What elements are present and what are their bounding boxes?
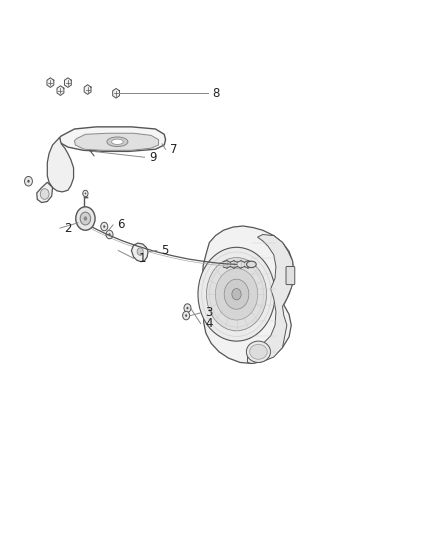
Circle shape [25, 176, 32, 186]
Circle shape [40, 189, 49, 199]
FancyBboxPatch shape [286, 266, 295, 285]
Polygon shape [202, 226, 293, 364]
Circle shape [184, 304, 191, 312]
Ellipse shape [246, 341, 270, 362]
Polygon shape [64, 78, 71, 87]
Circle shape [106, 230, 113, 239]
Polygon shape [47, 78, 54, 87]
Text: 2: 2 [64, 222, 72, 235]
Circle shape [84, 216, 87, 221]
Circle shape [187, 307, 188, 309]
Polygon shape [131, 243, 148, 262]
Text: 5: 5 [161, 244, 169, 257]
Circle shape [103, 225, 105, 228]
Ellipse shape [247, 261, 256, 268]
Text: 1: 1 [138, 252, 146, 265]
Ellipse shape [112, 139, 123, 144]
Polygon shape [37, 182, 53, 203]
Circle shape [85, 192, 86, 195]
Polygon shape [84, 85, 91, 94]
Circle shape [109, 233, 110, 236]
Circle shape [224, 279, 249, 309]
Ellipse shape [250, 344, 267, 359]
Text: 7: 7 [170, 143, 177, 156]
Polygon shape [57, 86, 64, 95]
Circle shape [137, 248, 143, 255]
Text: 9: 9 [149, 151, 156, 164]
Circle shape [185, 314, 187, 317]
Polygon shape [247, 235, 293, 364]
Circle shape [183, 311, 190, 320]
Circle shape [232, 288, 241, 300]
Text: 4: 4 [205, 317, 212, 330]
Text: 3: 3 [205, 306, 212, 319]
Text: 8: 8 [212, 87, 220, 100]
Circle shape [80, 212, 91, 225]
Polygon shape [60, 127, 166, 151]
Circle shape [27, 180, 30, 183]
Circle shape [206, 257, 267, 331]
Circle shape [76, 207, 95, 230]
Text: 6: 6 [117, 219, 125, 231]
Circle shape [83, 190, 88, 197]
Polygon shape [74, 133, 159, 150]
Circle shape [198, 247, 275, 341]
Ellipse shape [107, 137, 128, 147]
Polygon shape [113, 88, 120, 98]
Circle shape [101, 222, 108, 231]
Polygon shape [47, 138, 74, 192]
Circle shape [215, 269, 258, 320]
